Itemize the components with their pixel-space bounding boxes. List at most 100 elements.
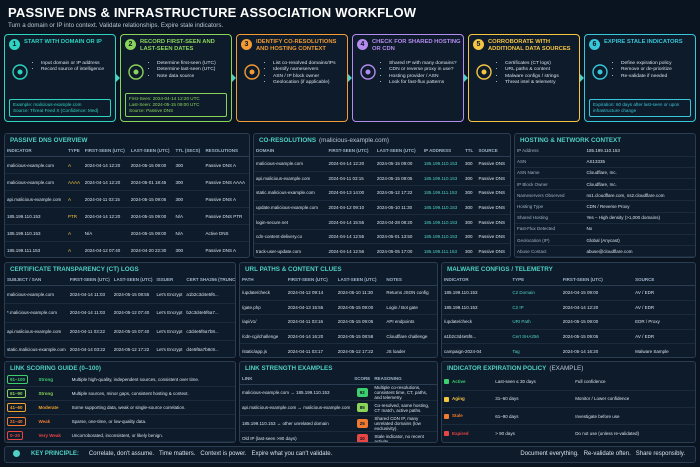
table-cell: Multiple sources, minor gaps, consistent… bbox=[69, 386, 235, 402]
cell-text: /update/check bbox=[444, 319, 473, 325]
cell-text: 185.199.110.153 bbox=[423, 234, 458, 240]
table-row: IP Block Owner Cloudflare, Inc. bbox=[515, 178, 695, 191]
step-bullet: Malware configs / strings bbox=[505, 74, 585, 80]
table-cell: 2024-05-15 07:40 bbox=[111, 322, 155, 341]
cell-text: 2024-05-15 09:00 bbox=[130, 230, 167, 236]
column-header: INDICATOR bbox=[442, 274, 511, 286]
status: Active bbox=[452, 378, 466, 384]
cell-text: 2024-04-12 09:14 bbox=[287, 290, 324, 296]
table-cell: 2024-04-14 12:20 bbox=[82, 156, 129, 174]
cell-text: CDN / Reverse Proxy bbox=[586, 204, 630, 210]
table-cell: 21–40 bbox=[5, 414, 37, 429]
cell-text: b2c3d4e5f6a7... bbox=[186, 310, 219, 316]
cell-text: Yes – High density (>1,000 domains) bbox=[586, 215, 660, 221]
cell-text: 2024-05-15 08:58 bbox=[337, 334, 374, 340]
table-cell: 2024-04-11 03:22 bbox=[67, 322, 112, 341]
table-row: Expired > 90 days Do not use (unless re-va… bbox=[442, 424, 695, 442]
table-cell: malicious-example.com bbox=[254, 156, 327, 172]
cell-text: IP Block Owner bbox=[517, 181, 548, 187]
table-cell: 61–90 bbox=[5, 386, 37, 402]
cell-text: JS loader bbox=[386, 348, 406, 354]
table-head: LINK SCORE REASONING bbox=[240, 373, 437, 385]
cell-text: A bbox=[67, 247, 71, 253]
cell-text: 2024-04-14 12:56 bbox=[328, 248, 365, 254]
table-row: Hosting Type CDN / Reverse Proxy bbox=[515, 200, 695, 213]
cell-text: Let's Encrypt bbox=[156, 346, 183, 352]
table-head: SUBJECT / SAN FIRST-SEEN (UTC) LAST-SEEN (… bbox=[5, 274, 235, 286]
table-cell: 2024-05-01 13:50 bbox=[374, 229, 422, 245]
cell-text: 300 bbox=[175, 196, 183, 202]
table-cell: static.malicious-example.com bbox=[5, 340, 68, 357]
table-cell: 185.199.110.153 bbox=[584, 145, 695, 157]
step-bullets: Certificates (CT logs)URL paths & conten… bbox=[499, 61, 585, 87]
table-cell: Passive DNS bbox=[476, 200, 510, 216]
table-head: PATH FIRST-SEEN (UTC) LAST-SEEN (UTC) NOTES bbox=[240, 274, 437, 286]
table-cell: Moderate bbox=[36, 400, 70, 415]
score-range: 91–100 bbox=[7, 375, 29, 385]
cell-text: /cdn-cgi/challenge bbox=[242, 334, 279, 340]
table-cell: 2024-05-14 16:20 bbox=[560, 343, 634, 357]
table-cell: update.malicious-example.com bbox=[254, 200, 327, 216]
score: 92 bbox=[356, 388, 368, 397]
panel-title-text: LINK STRENGTH EXAMPLES bbox=[245, 365, 333, 372]
cell-text: 2024-04-11 03:15 bbox=[84, 196, 120, 202]
table-cell: IP Address bbox=[515, 145, 585, 157]
panel-subtitle: (malicious-example.com) bbox=[319, 137, 390, 144]
cell-text: 2024-05-15 09:00 bbox=[337, 304, 374, 310]
column-header: RESOLUTIONS bbox=[203, 145, 249, 157]
header-row: DOMAIN FIRST-SEEN (UTC) LAST-SEEN (UTC) IP … bbox=[254, 145, 510, 157]
table-cell: 2024-05-15 09:00 bbox=[128, 224, 174, 242]
table-cell: Hosting Type bbox=[515, 200, 585, 213]
cell-text: 2024-05-10 11:30 bbox=[337, 290, 373, 296]
cell-text: Multiple co-resolutions, consistent time… bbox=[374, 385, 428, 400]
cell-text: Passive DNS bbox=[478, 204, 505, 210]
status: Aging bbox=[452, 396, 465, 402]
column-header: NOTES bbox=[384, 274, 437, 286]
table-row: malicious-example.com 2024-04-14 12:20 202… bbox=[254, 156, 510, 172]
table-cell: /update/check bbox=[240, 285, 286, 301]
table-cell: ASN bbox=[515, 156, 585, 168]
footer-principle: Correlate, don't assume. Time matters. C… bbox=[88, 451, 333, 457]
score-range: 21–40 bbox=[7, 416, 26, 426]
panel-title: MALWARE CONFIGS / TELEMETRY bbox=[442, 263, 695, 274]
cell-text: Returns JSON config bbox=[386, 290, 429, 296]
table-row: ASN Name Cloudflare, Inc. bbox=[515, 167, 695, 180]
step-bullet: Define expiration policy bbox=[621, 61, 700, 67]
table-cell: abuse@cloudflare.com bbox=[584, 245, 695, 257]
cell-text: 31–60 days bbox=[495, 396, 519, 402]
table: INDICATOR TYPE FIRST-SEEN (UTC) SOURCE 185.1… bbox=[442, 274, 695, 357]
table-cell: Passive DNS bbox=[476, 229, 510, 245]
table-cell: 185.199.111.153 bbox=[421, 243, 463, 257]
table-cell: Monitor / Lower confidence bbox=[573, 390, 695, 409]
table-row: 185.199.110.153 ↔ other unrelated domain… bbox=[240, 415, 437, 432]
step-bullet: CDN or reverse proxy in use? bbox=[389, 67, 469, 73]
step-number: 4 bbox=[357, 39, 368, 50]
column-header: SOURCE bbox=[633, 274, 695, 286]
table-cell: 2024-04-14 11:03 bbox=[67, 285, 112, 305]
cell-text: malicious-example.com → 185.199.110.153 bbox=[242, 390, 330, 395]
cell-text: Strong bbox=[38, 377, 53, 383]
cell-text: track-user-update.com bbox=[256, 248, 302, 254]
panel-title: LINK STRENGTH EXAMPLES bbox=[240, 362, 437, 373]
cell-text: PTR bbox=[67, 213, 77, 219]
table-cell: Fast-Flux Detected bbox=[515, 223, 585, 236]
table-cell: 300 bbox=[173, 156, 204, 174]
step-bullet: Input domain or IP address bbox=[41, 61, 121, 67]
step-bullet: Look for fast-flux patterns bbox=[389, 80, 469, 86]
cell-text: malicious-example.com bbox=[7, 292, 55, 298]
icon-ring bbox=[592, 64, 608, 80]
cell-text: Let's Encrypt bbox=[156, 292, 183, 298]
cell-text: d4e5f6a7b8c9... bbox=[186, 346, 219, 352]
cell-text: IP Address bbox=[517, 147, 539, 153]
table-cell: Login / Bot gate bbox=[384, 300, 437, 316]
table-cell: malicious-example.com → 185.199.110.153 bbox=[240, 384, 353, 401]
table-cell: PTR bbox=[65, 207, 83, 225]
table-body: malicious-example.com → 185.199.110.153 9… bbox=[240, 384, 437, 442]
table-cell: 2024-04-11 03:16 bbox=[285, 314, 336, 330]
table-row: /update/check 2024-04-12 09:14 2024-05-10 … bbox=[240, 285, 437, 301]
table-row: update.malicious-example.com 2024-04-12 0… bbox=[254, 200, 510, 216]
table-cell: 2024-05-10 11:30 bbox=[374, 200, 422, 216]
table-cell: Multiple high-quality, independent sourc… bbox=[69, 373, 235, 388]
table-cell: Cert SHA256 bbox=[510, 329, 561, 345]
